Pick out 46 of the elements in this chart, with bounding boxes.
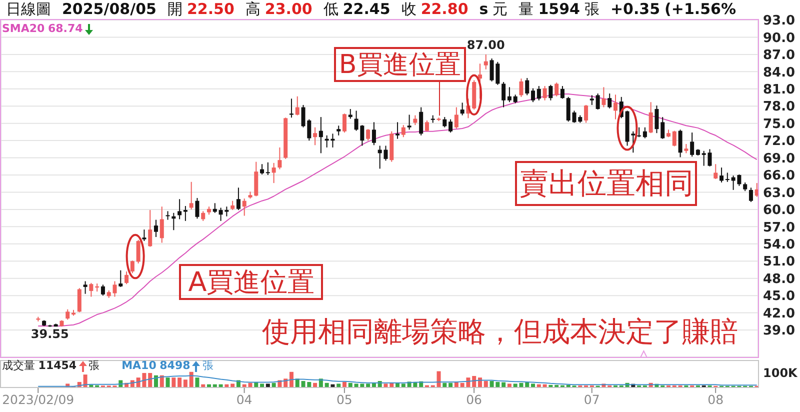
annotation: 張: [202, 359, 214, 372]
y-tick-label: 51.0: [763, 254, 796, 270]
legend-label: MA10 8498: [122, 359, 190, 372]
annotation: A買進位置: [179, 264, 324, 300]
text: 開 22.50: [167, 0, 234, 18]
y-tick-label: 90.0: [763, 30, 796, 46]
y-tick-label: 42.0: [763, 306, 796, 322]
x-tick-label: 05: [336, 392, 352, 407]
chart-title: 日線圖: [6, 0, 51, 18]
y-tick-label: 87.0: [763, 48, 796, 64]
x-tick-label: 07: [584, 392, 600, 407]
annotation: 使用相同離場策略，但成本決定了賺賠: [262, 315, 738, 348]
y-tick-label: 78.0: [763, 100, 796, 115]
y-tick-label: 63.0: [763, 186, 796, 201]
y-tick-label: 72.0: [763, 134, 796, 150]
annotation: 賣出位置相同: [515, 161, 698, 206]
y-tick-label: 54.0: [763, 238, 796, 253]
y-tick-label: 48.0: [763, 272, 796, 287]
y-tick-label: 60.0: [763, 203, 796, 218]
y-tick-label: 75.0: [763, 116, 796, 132]
text: SMA20 68.74: [2, 22, 83, 35]
text: 收 22.80: [401, 0, 468, 18]
x-tick-label: 04: [236, 392, 252, 407]
y-tick-label: 81.0: [763, 82, 796, 98]
text: +0.35 (+1.56%: [610, 0, 736, 18]
y-tick-label: 57.0: [763, 220, 796, 236]
text: s 元: [479, 0, 508, 18]
annotation: B買進位置: [334, 47, 466, 82]
annotation: 39.55: [30, 326, 69, 341]
y-tick-label: 45.0: [763, 289, 796, 304]
text: 低 22.45: [323, 0, 390, 18]
annotation: 87.00: [466, 38, 505, 52]
x-tick-label: 2023/02/09: [2, 392, 74, 407]
y-tick-label: 66.0: [763, 168, 796, 184]
text: 高 23.00: [245, 0, 312, 18]
x-tick-label: 08: [708, 392, 724, 407]
x-tick-label: 06: [466, 392, 482, 407]
y-tick-label: 69.0: [763, 151, 796, 166]
text: 量 1594 張: [518, 0, 600, 18]
chart-subtitle: 2025/08/05: [62, 0, 156, 18]
legend-label: 成交量 11454: [2, 359, 77, 372]
annotation: 張: [88, 359, 100, 372]
y-tick-label: 93.0: [763, 14, 796, 29]
y-tick-label: 84.0: [763, 65, 796, 80]
text: 100K: [763, 366, 798, 380]
y-tick-label: 39.0: [763, 324, 796, 339]
